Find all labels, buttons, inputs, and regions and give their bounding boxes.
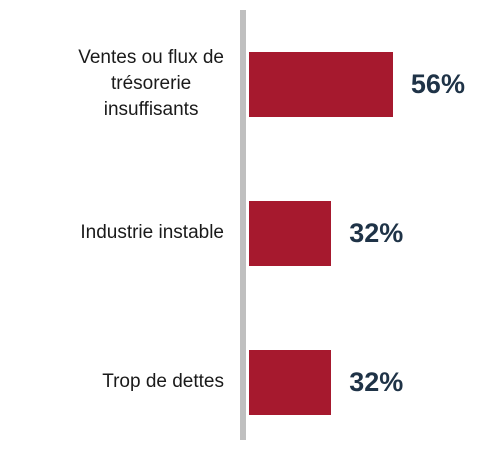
category-label-box: Trop de dettes <box>0 332 224 432</box>
category-label: Ventes ou flux de trésorerie insuffisant… <box>78 47 224 120</box>
category-label-box: Industrie instable <box>0 183 224 283</box>
category-label-box: Ventes ou flux de trésorerie insuffisant… <box>0 34 224 134</box>
value-label: 56% <box>410 69 465 99</box>
value-label: 32% <box>349 218 404 248</box>
category-label: Industrie instable <box>80 222 224 243</box>
bar <box>249 200 332 266</box>
axis-line <box>240 10 246 440</box>
value-label: 32% <box>349 367 404 397</box>
bar <box>249 349 332 415</box>
category-label: Trop de dettes <box>102 371 224 392</box>
bar <box>249 51 393 117</box>
